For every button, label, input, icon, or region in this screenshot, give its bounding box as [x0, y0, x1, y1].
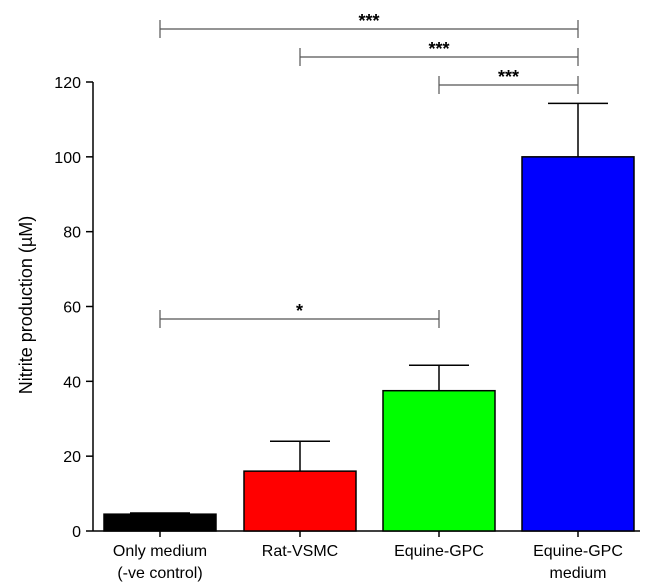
x-tick-label: Equine-GPC: [394, 543, 484, 560]
y-tick-label: 80: [63, 225, 81, 242]
y-tick-label: 120: [54, 75, 81, 92]
x-axis: Only medium (-ve control) Rat-VSMC Equine-G…: [93, 530, 640, 582]
bar: [243, 470, 357, 532]
significance-label: *: [296, 301, 303, 321]
y-axis: 0 20 40 60 80 100 120: [54, 75, 94, 541]
significance-brackets: **********: [159, 11, 579, 328]
y-tick-label: 0: [72, 524, 81, 541]
x-tick-label-line2: medium: [550, 565, 607, 582]
significance-label: ***: [428, 39, 449, 59]
y-axis-title: Nitrite production (µM): [16, 216, 36, 394]
x-tick-label-line2: (-ve control): [117, 565, 202, 582]
bar: [103, 513, 217, 532]
x-tick-label: Equine-GPC: [533, 543, 623, 560]
y-tick-label: 20: [63, 449, 81, 466]
bar: [521, 156, 635, 532]
x-tick-label: Only medium: [113, 543, 207, 560]
significance-label: ***: [498, 67, 519, 87]
x-tick-label: Rat-VSMC: [262, 543, 338, 560]
y-tick-label: 40: [63, 374, 81, 391]
bars: [103, 156, 635, 532]
error-bars: [130, 102, 608, 515]
y-tick-label: 100: [54, 150, 81, 167]
significance-label: ***: [358, 11, 379, 31]
bar: [382, 389, 496, 532]
y-tick-label: 60: [63, 300, 81, 317]
